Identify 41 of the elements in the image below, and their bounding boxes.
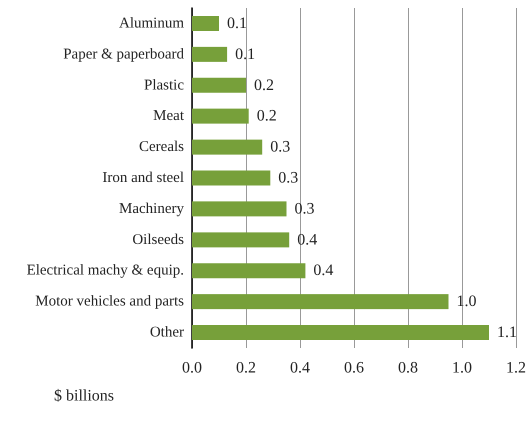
data-label: 0.4 [297, 231, 318, 248]
y-tick-label: Meat [153, 108, 185, 124]
bar [192, 140, 262, 155]
data-label: 0.3 [270, 138, 290, 156]
data-label: 0.3 [294, 200, 314, 218]
data-label: 0.4 [313, 262, 334, 280]
bar [192, 232, 290, 248]
x-tick-label: 1.2 [506, 360, 526, 376]
bar [192, 201, 286, 216]
y-tick-label: Machinery [119, 200, 184, 217]
data-label: 0.3 [278, 170, 298, 186]
bar [192, 78, 246, 93]
y-tick-label: Oilseeds [132, 232, 184, 248]
y-tick-label: Electrical machy & equip. [26, 262, 184, 279]
x-tick-label: 0.0 [182, 360, 202, 376]
y-tick-label: Cereals [139, 139, 184, 156]
bar [192, 108, 249, 124]
bar [192, 170, 270, 186]
y-tick-label: Other [150, 324, 184, 341]
bar [192, 294, 448, 310]
x-tick-label: 1.0 [452, 360, 472, 376]
x-tick-label: 0.4 [290, 360, 310, 376]
y-tick-label: Paper & paperboard [63, 46, 184, 62]
bar [192, 263, 306, 278]
data-label: 1.1 [497, 324, 517, 342]
y-tick-label: Motor vehicles and parts [35, 294, 184, 310]
data-label: 0.1 [235, 46, 256, 63]
data-label: 1.0 [456, 293, 476, 310]
x-tick-label: 0.2 [236, 360, 256, 376]
bar [192, 325, 489, 340]
data-label: 0.2 [256, 108, 277, 125]
x-axis-title: $ billions [54, 388, 114, 404]
y-tick-label: Aluminum [118, 15, 184, 32]
y-tick-label: Iron and steel [102, 170, 184, 186]
data-label: 0.1 [227, 14, 247, 32]
x-tick-label: 0.8 [398, 360, 418, 376]
y-tick-label: Plastic [144, 77, 184, 94]
data-label: 0.2 [254, 76, 274, 94]
bar [192, 46, 228, 62]
x-tick-label: 0.6 [344, 360, 364, 376]
bar [192, 16, 219, 31]
